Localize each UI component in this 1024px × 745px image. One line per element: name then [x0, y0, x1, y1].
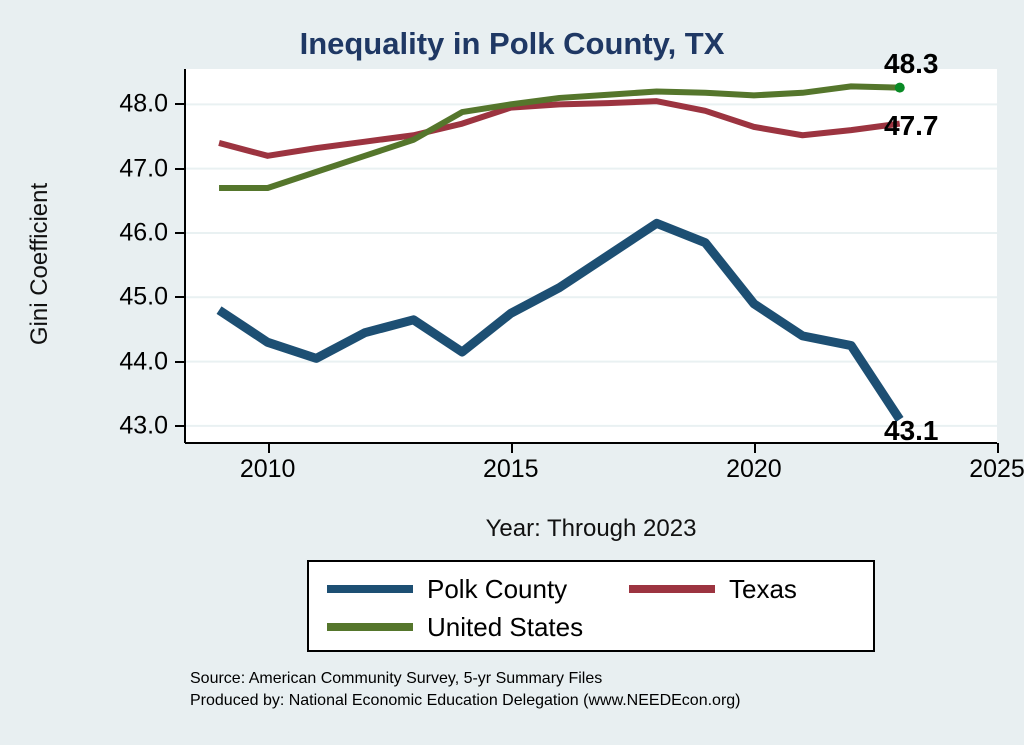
legend-label-texas: Texas	[729, 573, 797, 604]
series-lines	[216, 82, 905, 422]
y-tick-label: 47.0	[119, 154, 168, 183]
x-axis-line	[185, 442, 997, 444]
y-tick-mark	[175, 424, 185, 427]
end-label-united-states: 48.3	[884, 48, 939, 79]
x-tick-label: 2015	[482, 455, 539, 483]
y-tick-mark	[175, 296, 185, 299]
y-tick-label: 44.0	[119, 347, 168, 376]
y-tick-mark	[175, 103, 185, 106]
footer-producer-line: Produced by: National Economic Education…	[190, 692, 741, 710]
series-line-united-states	[219, 83, 900, 191]
x-tick-mark	[753, 443, 756, 453]
legend-swatch-texas	[629, 585, 715, 593]
y-tick-mark	[175, 360, 185, 363]
plot-svg	[185, 82, 997, 427]
series-line-polk-county	[216, 218, 904, 422]
legend-label-polk-county: Polk County	[427, 573, 568, 604]
series-line-texas	[218, 98, 901, 159]
x-tick-label: 2010	[239, 455, 296, 483]
y-axis-line	[184, 69, 186, 443]
legend-swatch-united-states	[327, 623, 413, 631]
y-tick-label: 43.0	[119, 411, 168, 440]
legend-label-united-states: United States	[427, 611, 584, 642]
x-tick-label: 2020	[726, 455, 782, 483]
legend-swatch-polk-county	[327, 585, 413, 593]
legend-row: Polk County Texas	[309, 570, 873, 608]
y-tick-label: 48.0	[119, 89, 168, 118]
end-label-texas: 47.7	[884, 110, 939, 141]
legend-item-polk-county[interactable]: Polk County	[309, 574, 621, 605]
x-axis-title: Year: Through 2023	[485, 515, 697, 542]
page-title: Inequality in Polk County, TX	[299, 26, 725, 61]
footer-source-line: Source: American Community Survey, 5-yr …	[190, 670, 603, 687]
chart-legend: Polk County Texas United States	[307, 560, 875, 652]
series-endpoint-united-states	[894, 82, 905, 93]
x-tick-mark	[510, 443, 513, 453]
y-tick-label: 45.0	[119, 282, 168, 311]
legend-item-united-states[interactable]: United States	[309, 612, 621, 643]
x-tick-mark	[267, 443, 270, 453]
legend-item-texas[interactable]: Texas	[621, 574, 871, 605]
legend-row: United States	[309, 608, 873, 646]
source-footer: Source: American Community Survey, 5-yr …	[190, 668, 741, 712]
y-tick-mark	[175, 231, 185, 234]
end-label-polk-county: 43.1	[884, 415, 939, 446]
y-tick-mark	[175, 167, 185, 170]
y-tick-label: 46.0	[119, 218, 168, 247]
x-tick-label: 2025	[969, 455, 1024, 483]
x-tick-mark	[997, 443, 999, 453]
plot-area	[185, 69, 997, 442]
